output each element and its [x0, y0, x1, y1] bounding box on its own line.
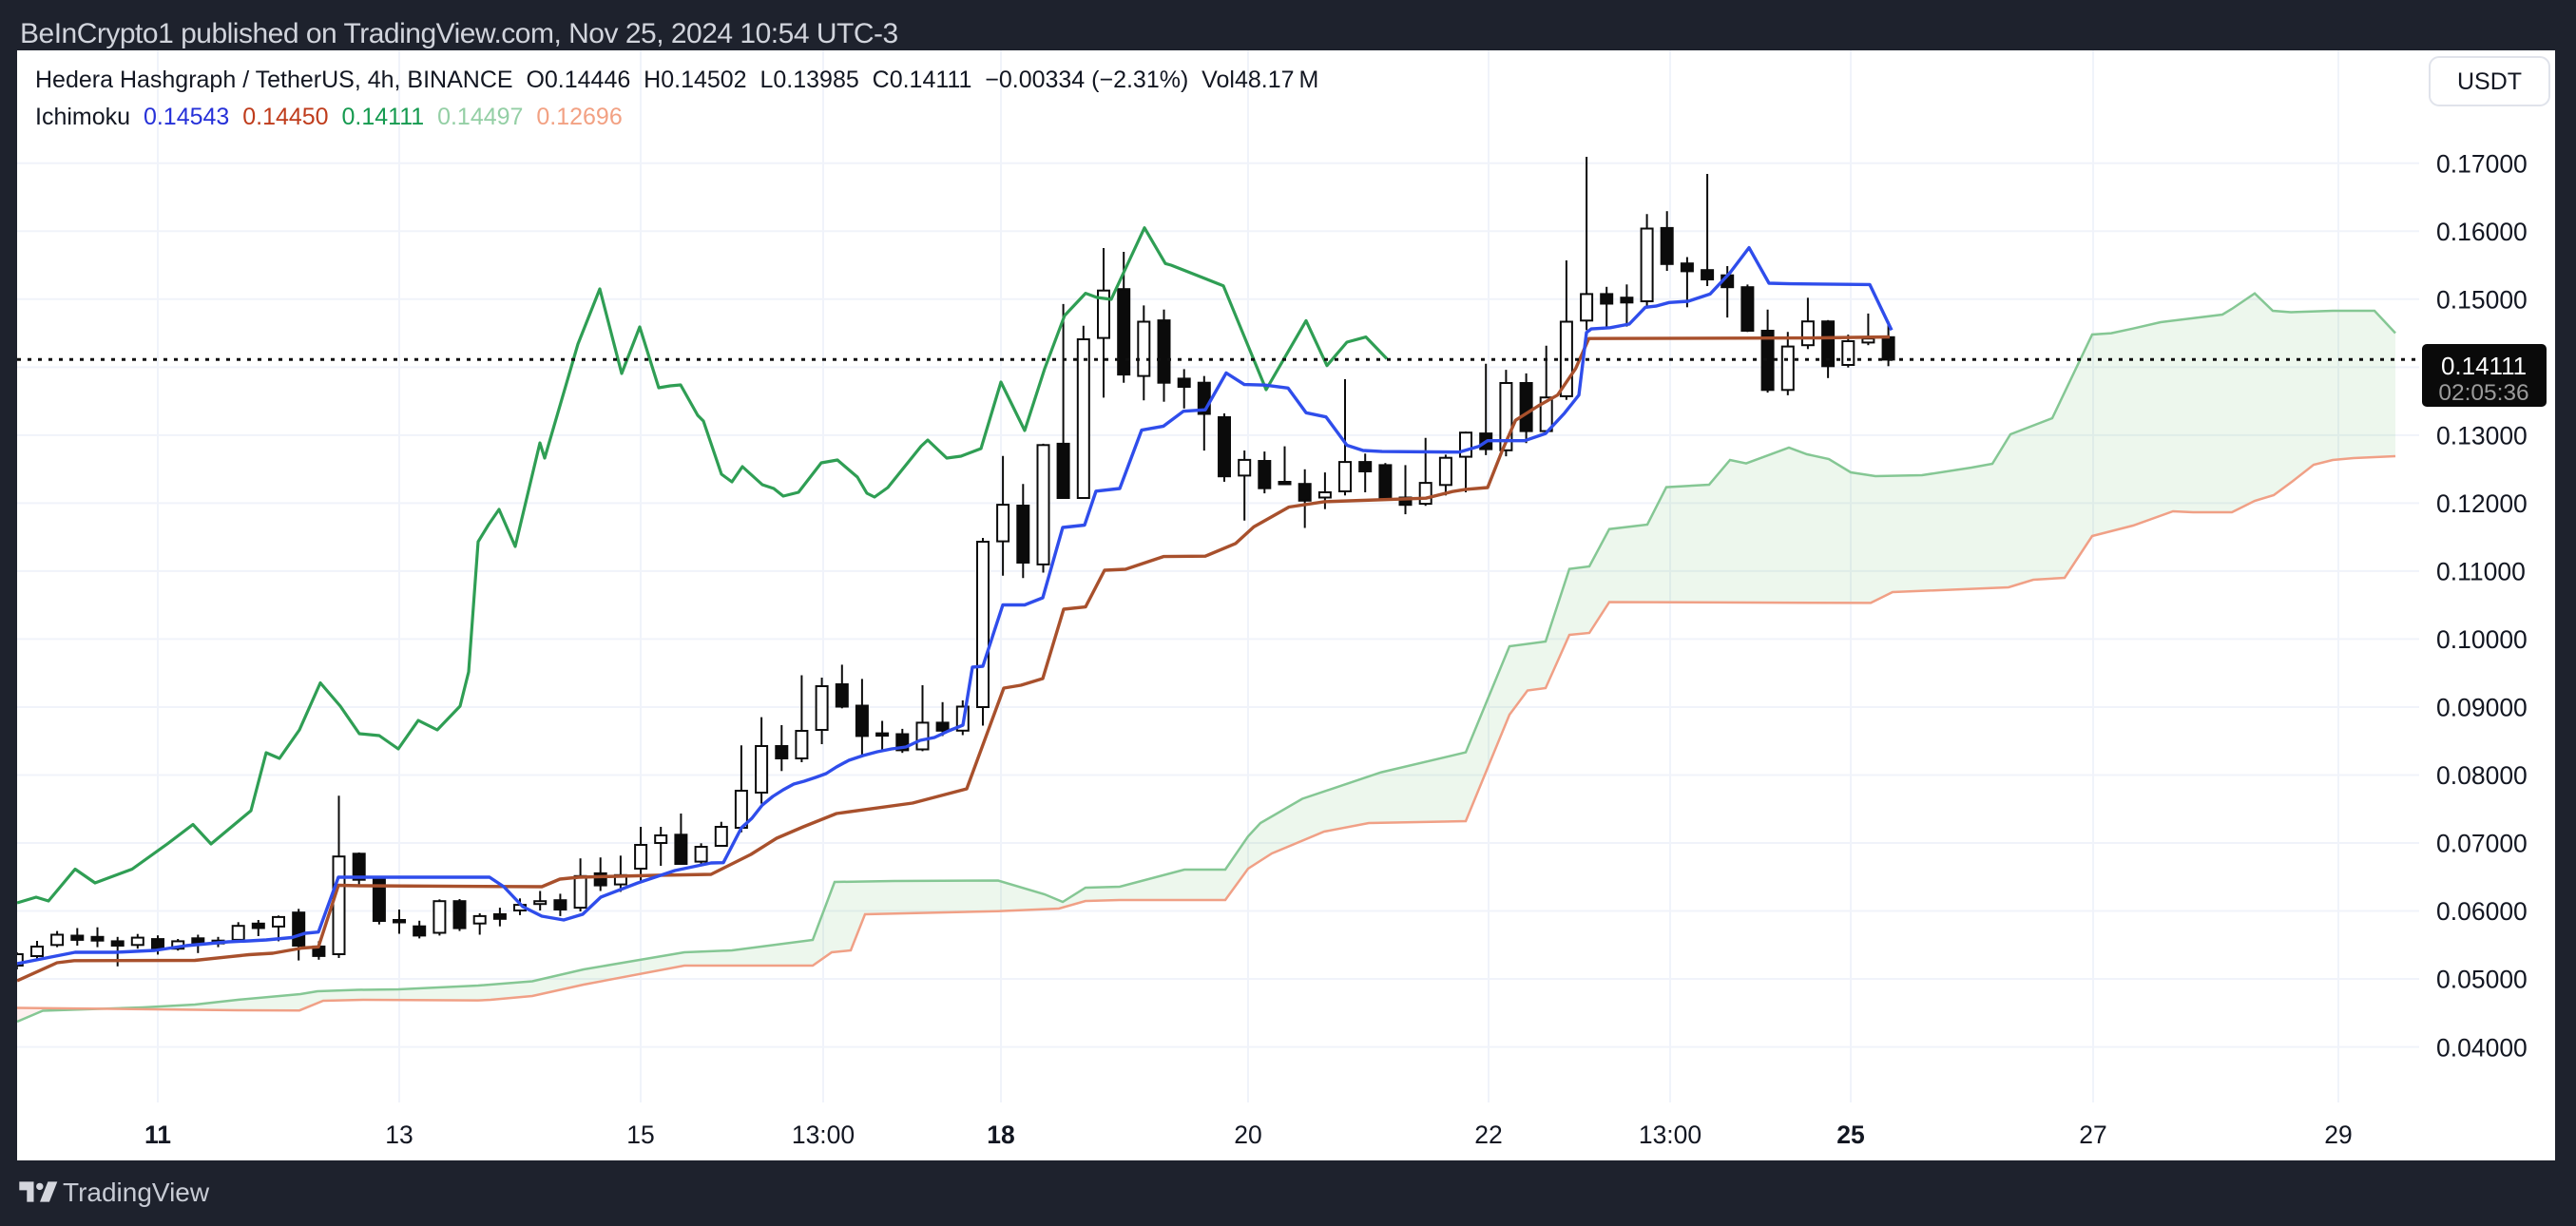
svg-text:13: 13: [385, 1121, 413, 1149]
svg-text:Ichimoku 0.14543 0.14450 0.: Ichimoku 0.14543 0.14450 0.14111 0.14497…: [35, 104, 623, 130]
svg-text:15: 15: [626, 1121, 654, 1149]
svg-text:11: 11: [144, 1121, 171, 1149]
svg-text:0.05000: 0.05000: [2436, 966, 2528, 994]
svg-text:13:00: 13:00: [792, 1121, 855, 1149]
svg-text:20: 20: [1234, 1121, 1261, 1149]
svg-text:Hedera Hashgraph / TetherUS, 4: Hedera Hashgraph / TetherUS, 4h, BINANCE…: [35, 67, 1318, 93]
svg-text:25: 25: [1836, 1121, 1864, 1149]
svg-text:0.16000: 0.16000: [2436, 218, 2528, 246]
svg-text:TradingView: TradingView: [63, 1178, 210, 1207]
svg-text:0.10000: 0.10000: [2436, 625, 2528, 654]
svg-text:0.07000: 0.07000: [2436, 830, 2528, 858]
svg-text:27: 27: [2079, 1121, 2106, 1149]
svg-text:0.14111: 0.14111: [2441, 352, 2527, 380]
svg-text:BeInCrypto1 published on Tradi: BeInCrypto1 published on TradingView.com…: [20, 18, 898, 49]
svg-text:0.06000: 0.06000: [2436, 897, 2528, 926]
svg-text:13:00: 13:00: [1639, 1121, 1701, 1149]
svg-text:0.17000: 0.17000: [2436, 150, 2528, 179]
svg-text:0.11000: 0.11000: [2436, 558, 2526, 586]
svg-text:0.13000: 0.13000: [2436, 422, 2528, 450]
svg-text:02:05:36: 02:05:36: [2438, 380, 2528, 406]
svg-text:0.12000: 0.12000: [2436, 489, 2528, 518]
svg-text:0.15000: 0.15000: [2436, 286, 2528, 315]
svg-text:USDT: USDT: [2457, 68, 2522, 95]
svg-text:0.09000: 0.09000: [2436, 694, 2528, 722]
svg-text:0.04000: 0.04000: [2436, 1033, 2528, 1062]
svg-text:18: 18: [987, 1121, 1014, 1149]
svg-text:22: 22: [1474, 1121, 1502, 1149]
svg-text:0.08000: 0.08000: [2436, 761, 2528, 790]
svg-text:29: 29: [2324, 1121, 2352, 1149]
